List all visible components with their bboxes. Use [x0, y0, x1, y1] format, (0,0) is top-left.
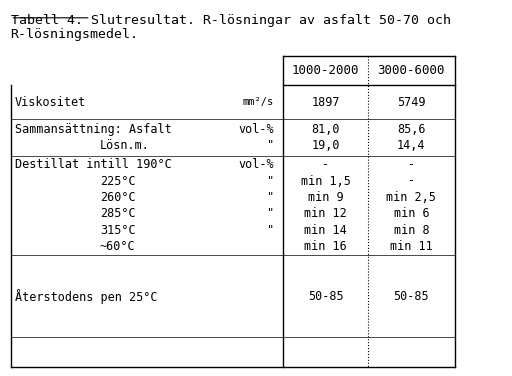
Text: Viskositet: Viskositet [15, 96, 87, 109]
Text: 285°C: 285°C [100, 208, 136, 220]
Text: 85,6: 85,6 [397, 123, 425, 136]
Text: 14,4: 14,4 [397, 139, 425, 152]
Text: min 6: min 6 [394, 208, 429, 220]
Text: min 8: min 8 [394, 224, 429, 237]
Text: Tabell 4. Slutresultat. R-lösningar av asfalt 50-70 och: Tabell 4. Slutresultat. R-lösningar av a… [11, 14, 451, 27]
Text: min 9: min 9 [308, 191, 344, 204]
Text: Lösn.m.: Lösn.m. [100, 139, 150, 152]
Text: R-lösningsmedel.: R-lösningsmedel. [11, 27, 139, 41]
Text: 19,0: 19,0 [311, 139, 340, 152]
Text: ": " [267, 191, 274, 204]
Text: ": " [267, 174, 274, 188]
Text: 50-85: 50-85 [394, 290, 429, 303]
Text: min 12: min 12 [304, 208, 347, 220]
Text: ": " [267, 139, 274, 152]
Text: min 11: min 11 [390, 240, 433, 253]
Text: min 2,5: min 2,5 [387, 191, 436, 204]
Text: ~60°C: ~60°C [100, 240, 136, 253]
Text: min 1,5: min 1,5 [301, 174, 350, 188]
Text: min 16: min 16 [304, 240, 347, 253]
Text: 81,0: 81,0 [311, 123, 340, 136]
Text: -: - [408, 174, 415, 188]
Text: Sammansättning: Asfalt: Sammansättning: Asfalt [15, 123, 172, 136]
Text: 5749: 5749 [397, 96, 425, 109]
Text: 50-85: 50-85 [308, 290, 344, 303]
Text: -: - [322, 158, 329, 171]
Text: ": " [267, 208, 274, 220]
Text: 1897: 1897 [311, 96, 340, 109]
Text: 1000-2000: 1000-2000 [292, 64, 359, 77]
Text: vol-%: vol-% [238, 123, 274, 136]
Text: 3000-6000: 3000-6000 [378, 64, 445, 77]
Text: vol-%: vol-% [238, 158, 274, 171]
Text: 225°C: 225°C [100, 174, 136, 188]
Text: Återstodens pen 25°C: Återstodens pen 25°C [15, 289, 158, 304]
Text: ": " [267, 224, 274, 237]
Text: -: - [408, 158, 415, 171]
Text: 260°C: 260°C [100, 191, 136, 204]
Text: min 14: min 14 [304, 224, 347, 237]
Text: 315°C: 315°C [100, 224, 136, 237]
Text: mm²/s: mm²/s [243, 97, 274, 107]
Text: Destillat intill 190°C: Destillat intill 190°C [15, 158, 172, 171]
